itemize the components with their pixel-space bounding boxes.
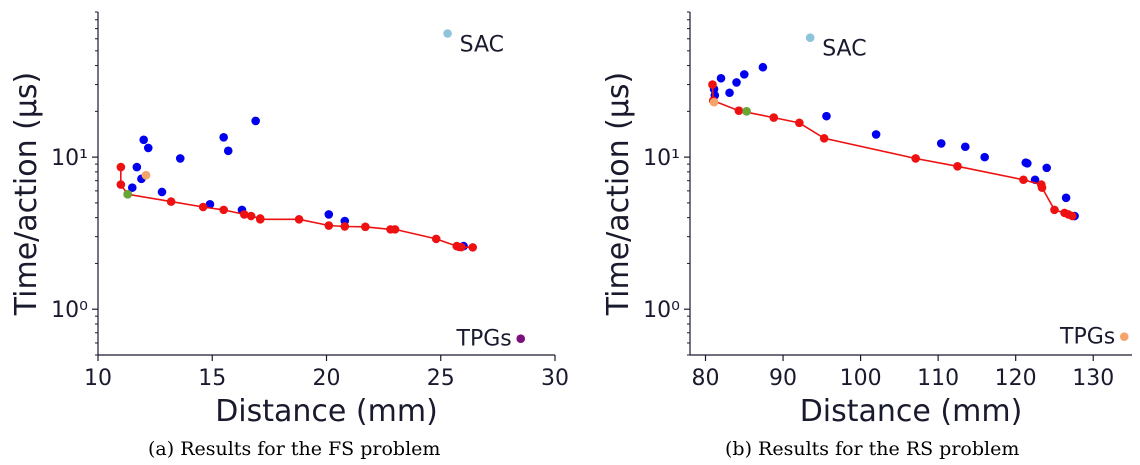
x-tick-label: 80 xyxy=(692,366,720,391)
pareto-point xyxy=(1019,175,1028,185)
pareto-point xyxy=(340,222,350,231)
scatter-point xyxy=(219,133,228,142)
x-tick-label: 20 xyxy=(313,366,341,391)
pareto-point xyxy=(361,222,370,232)
pareto-point xyxy=(911,154,920,163)
scatter-point xyxy=(1042,163,1052,173)
x-tick-label: 25 xyxy=(427,366,455,391)
x-tick-label: 100 xyxy=(840,366,882,391)
caption-a: (a) Results for the FS problem xyxy=(148,438,441,460)
chart-panel-b: 10⁰ 10¹ 80 90 100 110 120 130 Distance (mm) Time/… xyxy=(601,11,1132,429)
scatter-point xyxy=(871,130,881,139)
pareto-point xyxy=(116,180,126,189)
pareto-point xyxy=(116,162,126,172)
pareto-point xyxy=(468,243,478,252)
pareto-point xyxy=(324,221,334,230)
scatter-point xyxy=(223,146,233,156)
pareto-point xyxy=(795,118,804,128)
sac-point xyxy=(805,33,815,42)
pareto-point xyxy=(1037,183,1047,192)
pareto-front-line xyxy=(120,167,473,249)
pareto-point xyxy=(708,80,717,89)
pareto-point xyxy=(219,205,228,215)
scatter-point xyxy=(157,187,167,197)
x-tick-label: 120 xyxy=(995,366,1037,391)
tpgs-point xyxy=(516,334,526,343)
sac-label: SAC xyxy=(460,32,504,57)
pareto-point xyxy=(294,215,304,224)
y-axis-label: Time/action (µs) xyxy=(601,72,636,317)
scatter-point xyxy=(936,139,946,148)
scatter-point xyxy=(758,62,768,72)
pareto-point xyxy=(198,202,208,212)
scatter-point xyxy=(175,154,185,163)
tpgs-label: TPGs xyxy=(1059,325,1115,350)
sac-label: SAC xyxy=(822,37,866,62)
x-tick-label: 10 xyxy=(84,366,112,391)
pareto-point xyxy=(246,211,256,221)
scatter-point xyxy=(324,210,334,219)
sac-point xyxy=(443,29,452,38)
pareto-point xyxy=(390,225,400,234)
x-tick-label: 130 xyxy=(1072,366,1114,391)
pareto-point xyxy=(769,113,779,122)
x-tick-label: 110 xyxy=(917,366,959,391)
scatter-point xyxy=(960,142,970,152)
x-tick-label: 15 xyxy=(198,366,226,391)
highlight-point xyxy=(123,189,133,199)
scatter-point xyxy=(980,152,989,162)
x-axis-label: Distance (mm) xyxy=(800,394,1023,429)
y-tick-label: 10¹ xyxy=(51,146,88,171)
pareto-point xyxy=(819,133,829,143)
tpgs-point xyxy=(1119,332,1129,341)
x-tick-label: 90 xyxy=(769,366,797,391)
y-tick-label: 10¹ xyxy=(643,146,680,171)
chart-panel-a: 10⁰ 10¹ 10 15 20 25 30 Distance (mm) Time/action… xyxy=(9,11,569,429)
y-axis-label: Time/action (µs) xyxy=(9,72,44,317)
pareto-point xyxy=(431,234,441,244)
x-axis-label: Distance (mm) xyxy=(215,394,438,429)
scatter-point xyxy=(725,88,734,98)
scatter-point xyxy=(127,183,137,192)
pareto-front-line xyxy=(711,84,1073,217)
pareto-point xyxy=(953,162,962,171)
pareto-point xyxy=(1067,211,1077,221)
y-tick-label: 10⁰ xyxy=(51,298,88,323)
scatter-point xyxy=(132,162,142,172)
pareto-point xyxy=(239,210,249,219)
y-tick-label: 10⁰ xyxy=(643,298,680,323)
scatter-point xyxy=(139,135,148,145)
scatter-point xyxy=(205,199,215,209)
caption-b: (b) Results for the RS problem xyxy=(725,438,1020,460)
pareto-point xyxy=(1050,205,1059,215)
pareto-point xyxy=(734,106,744,115)
x-tick-label: 30 xyxy=(541,366,569,391)
highlight-point xyxy=(709,97,719,107)
pareto-point xyxy=(255,215,265,224)
scatter-point xyxy=(1023,159,1032,168)
scatter-point xyxy=(732,78,741,87)
scatter-point xyxy=(716,73,726,83)
tpgs-label: TPGs xyxy=(456,327,512,352)
pareto-point xyxy=(457,242,466,252)
scatter-point xyxy=(251,116,260,126)
highlight-point xyxy=(141,170,151,180)
pareto-point xyxy=(166,197,176,206)
scatter-point xyxy=(143,143,153,153)
scatter-point xyxy=(1061,193,1071,203)
highlight-point xyxy=(742,107,751,116)
scatter-point xyxy=(739,70,749,79)
scatter-point xyxy=(822,111,831,121)
